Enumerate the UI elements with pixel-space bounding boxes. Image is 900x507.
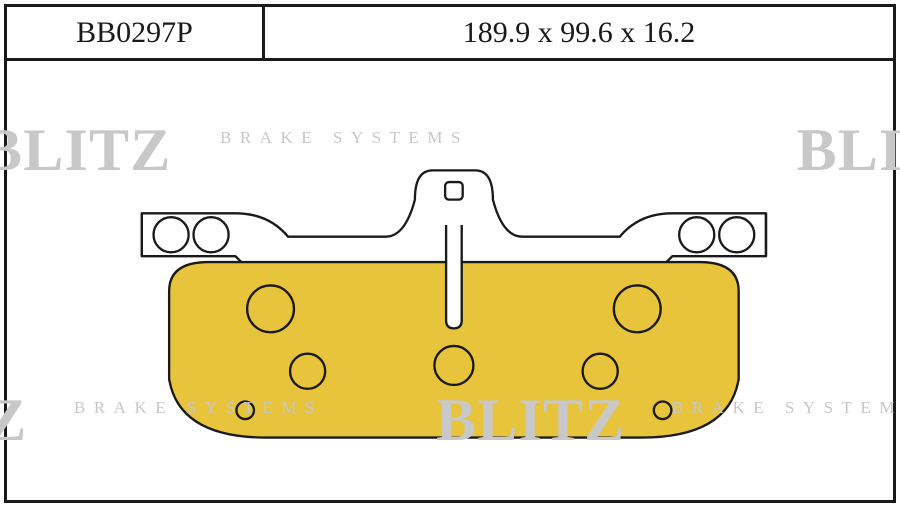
header-row: BB0297P 189.9 x 99.6 x 16.2 [7,7,893,61]
brake-pad-diagram-svg [7,67,893,500]
part-number-cell: BB0297P [7,7,265,58]
outer-frame: BB0297P 189.9 x 99.6 x 16.2 [4,4,896,503]
diagram-area [7,67,893,500]
dimensions-cell: 189.9 x 99.6 x 16.2 [265,7,893,58]
